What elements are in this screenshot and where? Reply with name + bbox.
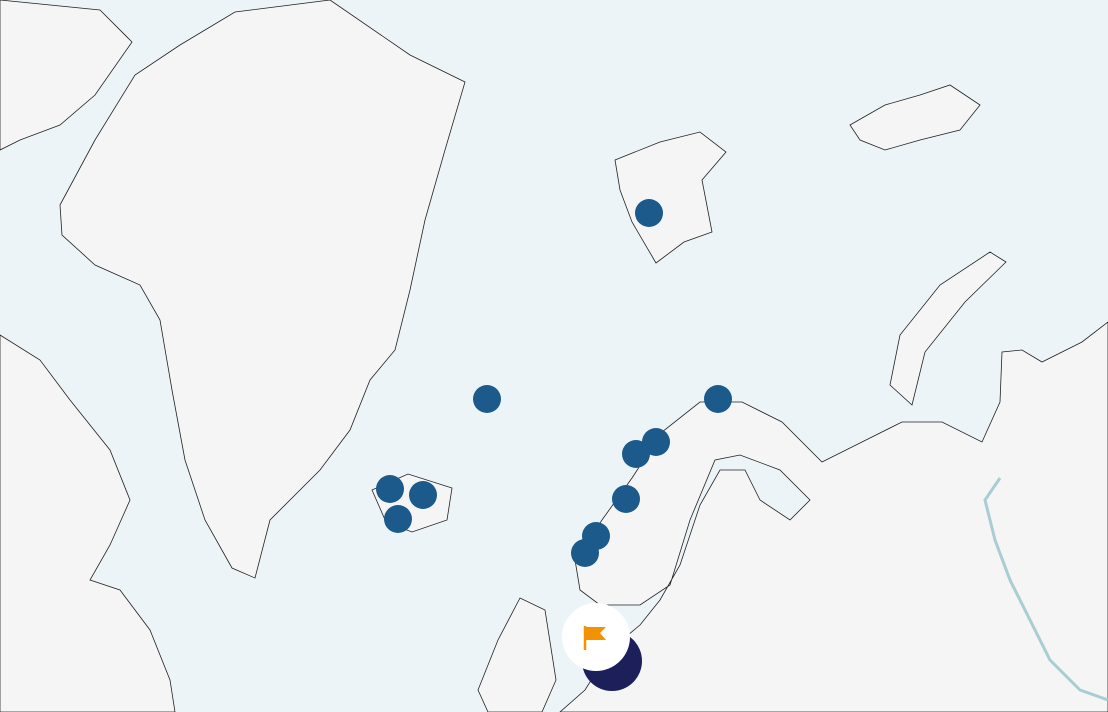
location-marker[interactable] — [704, 385, 732, 413]
location-marker[interactable] — [409, 481, 437, 509]
location-marker[interactable] — [571, 539, 599, 567]
river — [983, 477, 1108, 702]
canada-north — [0, 0, 133, 151]
eurasia — [559, 321, 1108, 712]
markers — [376, 199, 732, 691]
greenland — [59, 0, 466, 579]
novaya-zemlya — [889, 251, 1007, 406]
location-marker[interactable] — [384, 505, 412, 533]
location-marker[interactable] — [473, 385, 501, 413]
location-marker[interactable] — [612, 485, 640, 513]
location-marker[interactable] — [622, 440, 650, 468]
canada-east — [0, 334, 176, 712]
franz-josef-land — [849, 84, 981, 151]
location-marker[interactable] — [376, 475, 404, 503]
svalbard — [614, 131, 727, 264]
location-marker[interactable] — [635, 199, 663, 227]
flag — [586, 627, 606, 640]
britain — [477, 597, 557, 712]
